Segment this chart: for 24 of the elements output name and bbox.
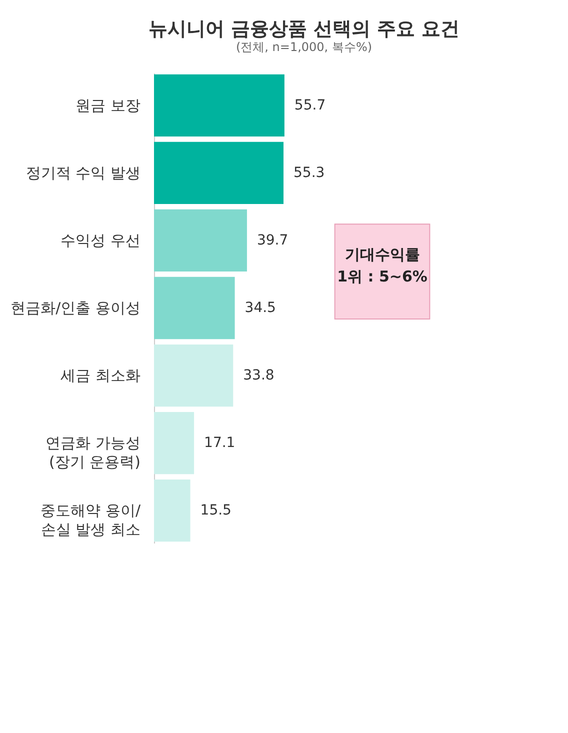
chart-subtitle: (전체, n=1,000, 복수%) <box>236 40 372 54</box>
data-label: 55.3 <box>294 164 325 181</box>
data-label: 33.8 <box>243 368 274 384</box>
y-tick-label: 연금화 가능성 (장기 운용력) <box>46 434 140 472</box>
y-tick-label: 중도해약 용이/ 손실 발생 최소 <box>40 502 142 539</box>
data-label: 55.7 <box>294 97 326 114</box>
y-tick-label: 정기적 수익 발생 <box>26 164 140 182</box>
bar <box>154 412 194 474</box>
data-label: 34.5 <box>244 300 276 316</box>
data-label: 15.5 <box>200 502 232 519</box>
data-label: 17.1 <box>204 435 236 452</box>
bar <box>154 480 190 542</box>
bar <box>154 276 235 340</box>
y-tick-label: 수익성 우선 <box>60 231 140 250</box>
chart-title: 뉴시니어 금융상품 선택의 주요 요건 <box>148 18 460 40</box>
text: 기대수익률 1위 : 5~6% <box>337 245 428 286</box>
y-tick-label: 세금 최소화 <box>60 366 140 385</box>
y-tick-label: 현금화/인출 용이성 <box>10 299 140 317</box>
bar <box>154 209 247 272</box>
bar <box>154 142 284 204</box>
bar <box>154 344 234 407</box>
bar <box>154 74 284 136</box>
y-tick-label: 원금 보장 <box>76 96 140 114</box>
data-label: 39.7 <box>256 232 288 248</box>
